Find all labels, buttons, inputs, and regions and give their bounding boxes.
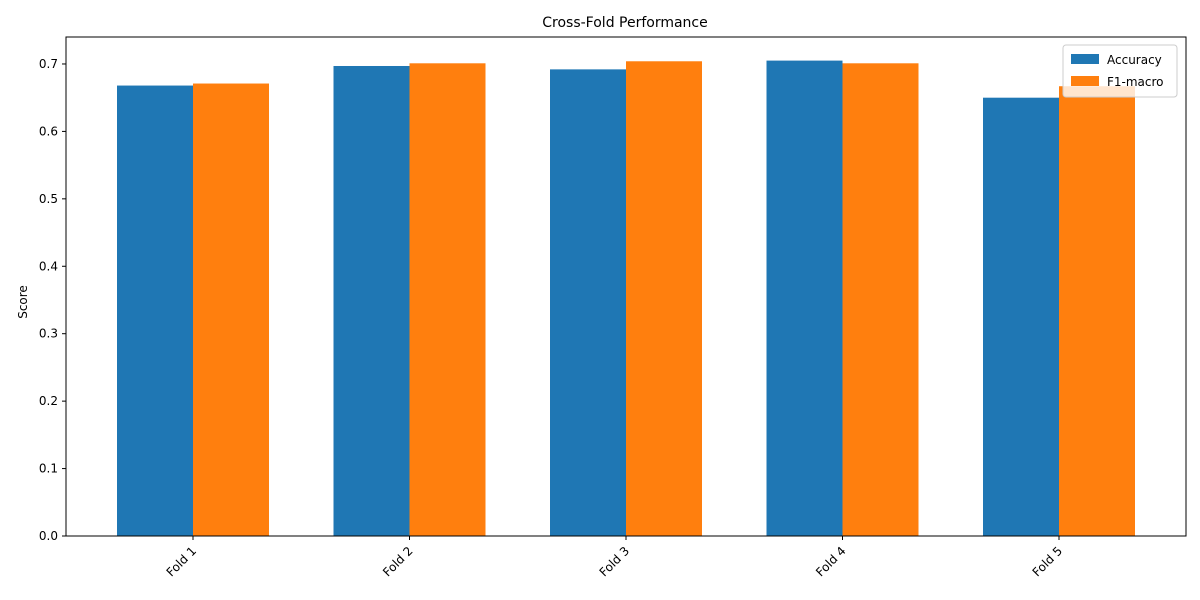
legend-label-accuracy: Accuracy [1107,53,1162,67]
y-tick-label: 0.0 [39,529,58,543]
bar-accuracy-4 [766,60,843,537]
legend: Accuracy F1-macro [1062,44,1178,98]
bar-f1-macro-5 [1059,86,1135,536]
y-tick-label: 0.7 [39,57,58,71]
bar-accuracy-5 [983,97,1059,537]
x-tick-label: Fold 4 [813,544,849,580]
x-tick-label: Fold 5 [1030,544,1066,580]
y-tick-label: 0.6 [39,124,58,138]
plot-frame [65,36,1187,537]
chart-title: Cross-Fold Performance [542,15,708,31]
x-tick-label: Fold 2 [380,544,416,580]
bar-f1-macro-4 [842,63,919,537]
bar-f1-macro-3 [626,61,702,537]
legend-swatch-f1-macro [1071,76,1099,86]
x-tick-label: Fold 3 [597,544,633,580]
y-tick-label: 0.3 [39,327,58,341]
x-axis: Fold 1 Fold 2 Fold 3 Fold 4 Fold 5 [164,536,1066,580]
y-axis: 0.0 0.1 0.2 0.3 0.4 0.5 0.6 0.7 [39,57,66,543]
bar-accuracy-3 [550,69,626,537]
y-tick-label: 0.1 [39,462,58,476]
y-axis-label: Score [16,285,30,319]
y-tick-label: 0.2 [39,394,58,408]
x-tick-label: Fold 1 [164,544,200,580]
bar-accuracy-1 [117,85,193,536]
bar-f1-macro-2 [409,63,486,537]
y-tick-label: 0.5 [39,192,58,206]
bars-group [117,60,1135,537]
bar-accuracy-2 [333,65,410,537]
legend-label-f1-macro: F1-macro [1107,75,1164,89]
bar-f1-macro-1 [193,83,269,536]
y-tick-label: 0.4 [39,259,58,273]
legend-swatch-accuracy [1071,54,1099,64]
